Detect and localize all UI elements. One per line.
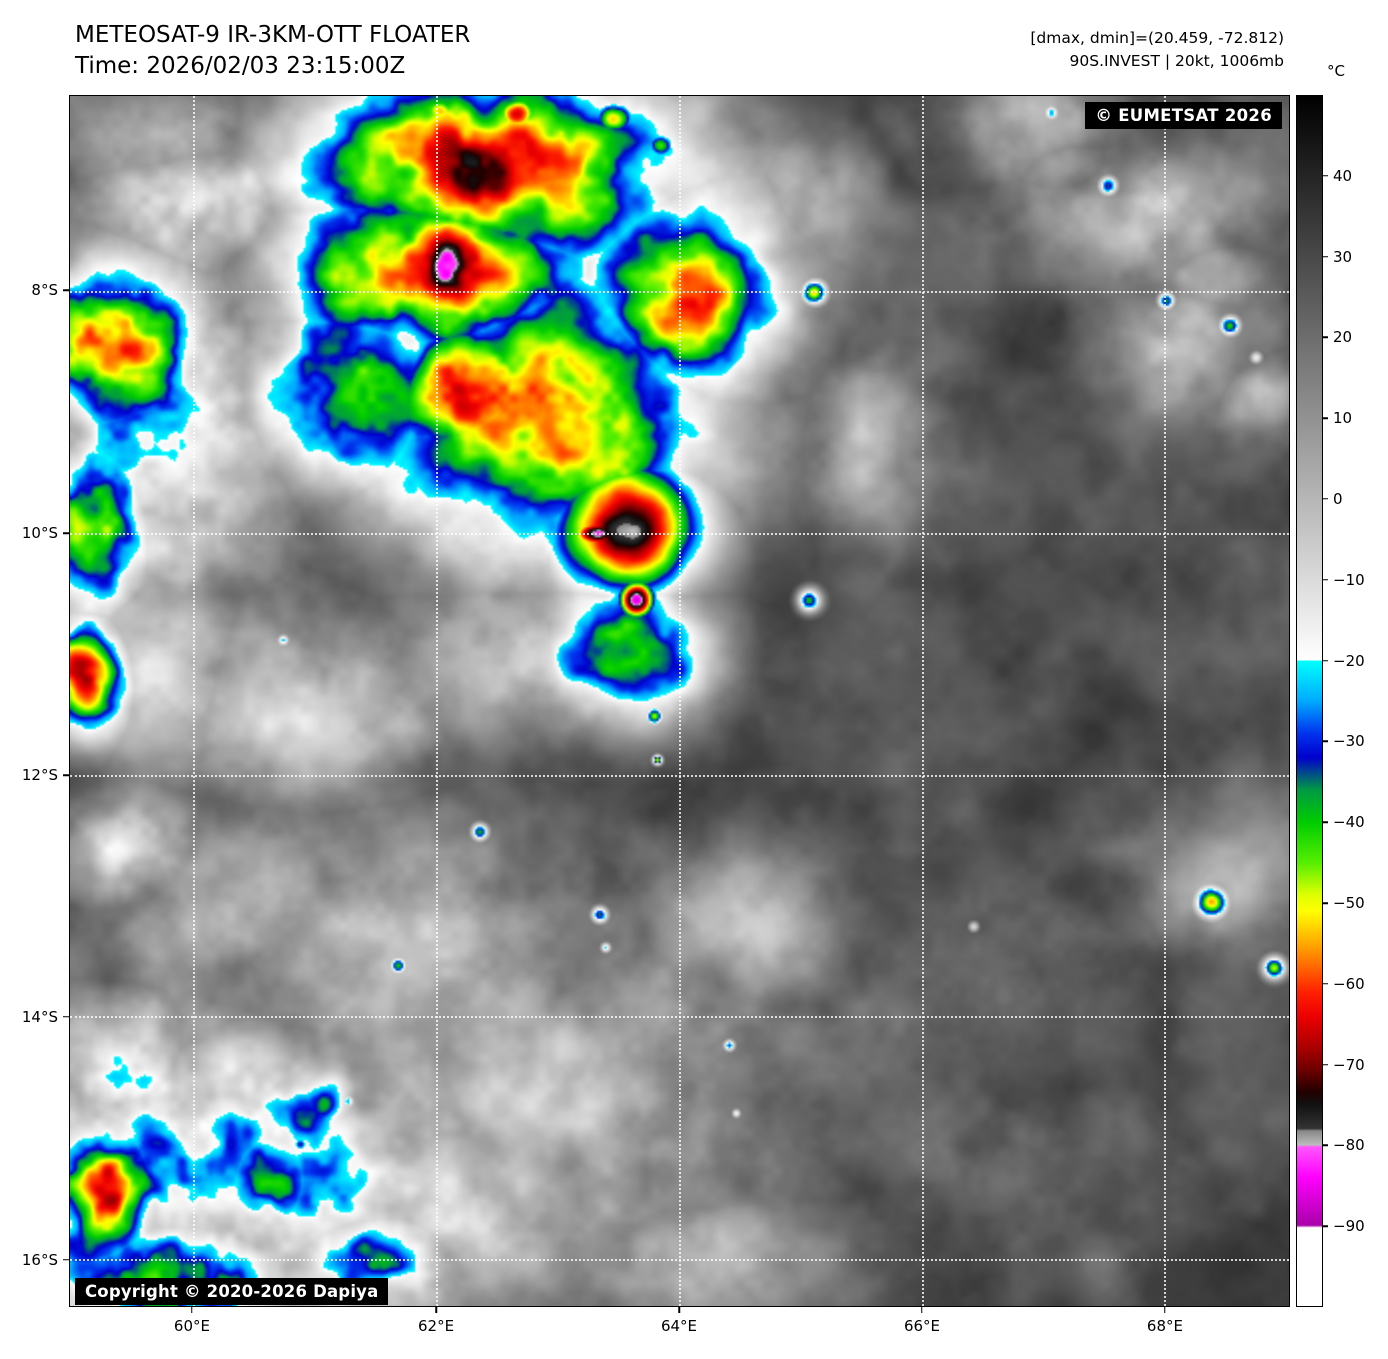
header-right: [dmax, dmin]=(20.459, -72.812) 90S.INVES… — [1030, 27, 1284, 73]
colorbar-tick-label: −60 — [1333, 974, 1365, 993]
header-left: METEOSAT-9 IR-3KM-OTT FLOATER Time: 2026… — [75, 20, 470, 82]
time-label: Time: 2026/02/03 23:15:00Z — [75, 53, 406, 79]
eumetsat-credit-badge: © EUMETSAT 2026 — [1085, 102, 1282, 129]
lon-tick — [435, 1307, 437, 1313]
longitude-axis: 60°E 62°E 64°E 66°E 68°E — [69, 1307, 1290, 1347]
lat-tick-label: 12°S — [21, 766, 58, 785]
colorbar — [1296, 95, 1323, 1307]
ir-imagery — [70, 96, 1289, 1306]
lon-tick-label: 64°E — [660, 1317, 698, 1335]
colorbar-tick — [1323, 255, 1328, 258]
colorbar-unit: °C — [1327, 62, 1345, 80]
lat-tick — [63, 1016, 69, 1018]
colorbar-tick-label: −20 — [1333, 651, 1365, 670]
colorbar-tick — [1323, 579, 1328, 581]
lon-tick — [921, 1307, 923, 1313]
lat-tick — [63, 774, 69, 776]
satellite-map: © EUMETSAT 2026 Copyright © 2020-2026 Da… — [69, 95, 1290, 1307]
lon-tick — [1164, 1307, 1166, 1313]
colorbar-tick-label: −80 — [1333, 1136, 1365, 1155]
product-title: METEOSAT-9 IR-3KM-OTT FLOATER — [75, 22, 471, 48]
colorbar-tick — [1323, 1063, 1328, 1066]
lat-tick — [63, 1259, 69, 1261]
colorbar-gradient — [1297, 96, 1322, 1306]
colorbar-tick-label: −40 — [1333, 813, 1365, 832]
colorbar-tick — [1323, 1144, 1328, 1147]
lon-tick — [678, 1307, 680, 1313]
storm-info-label: 90S.INVEST | 20kt, 1006mb — [1069, 52, 1284, 70]
colorbar-tick — [1323, 1225, 1328, 1227]
lat-tick-label: 14°S — [21, 1007, 58, 1026]
lon-tick-label: 62°E — [417, 1317, 455, 1335]
colorbar-tick-label: 20 — [1333, 328, 1353, 347]
colorbar-tick — [1323, 175, 1328, 177]
colorbar-tick — [1323, 740, 1328, 743]
lat-tick-label: 16°S — [21, 1250, 58, 1269]
colorbar-tick-label: 30 — [1333, 247, 1353, 266]
colorbar-tick — [1323, 417, 1328, 419]
lon-tick-label: 60°E — [173, 1317, 210, 1335]
colorbar-tick-label: −10 — [1333, 570, 1365, 589]
lon-tick-label: 66°E — [903, 1317, 941, 1335]
lat-tick — [63, 532, 69, 534]
lon-tick — [191, 1307, 193, 1313]
colorbar-tick — [1323, 659, 1328, 662]
colorbar-tick — [1323, 983, 1328, 985]
colorbar-tick-label: −90 — [1333, 1217, 1365, 1236]
lat-tick-label: 10°S — [21, 524, 58, 543]
dmax-dmin-readout: [dmax, dmin]=(20.459, -72.812) — [1030, 29, 1284, 47]
colorbar-tick-label: −70 — [1333, 1055, 1365, 1074]
colorbar-tick-label: 10 — [1333, 409, 1353, 428]
lat-tick — [63, 289, 69, 291]
colorbar-tick — [1323, 821, 1328, 823]
colorbar-tick-label: −50 — [1333, 894, 1365, 913]
copyright-badge: Copyright © 2020-2026 Dapiya — [75, 1278, 389, 1305]
colorbar-tick-label: −30 — [1333, 732, 1365, 751]
colorbar-tick-label: 40 — [1333, 166, 1353, 185]
colorbar-tick — [1323, 336, 1328, 339]
colorbar-tick — [1323, 902, 1328, 904]
latitude-axis: 8°S 10°S 12°S 14°S 16°S — [0, 95, 69, 1307]
colorbar-tick-labels: 40 30 20 10 0 −10 −20 −30 −40 −50 −60 −70 −80 −90 — [1323, 95, 1387, 1307]
lon-tick-label: 68°E — [1146, 1317, 1184, 1335]
lat-tick-label: 8°S — [31, 281, 58, 299]
colorbar-tick — [1323, 498, 1328, 500]
colorbar-tick-label: 0 — [1333, 489, 1343, 508]
